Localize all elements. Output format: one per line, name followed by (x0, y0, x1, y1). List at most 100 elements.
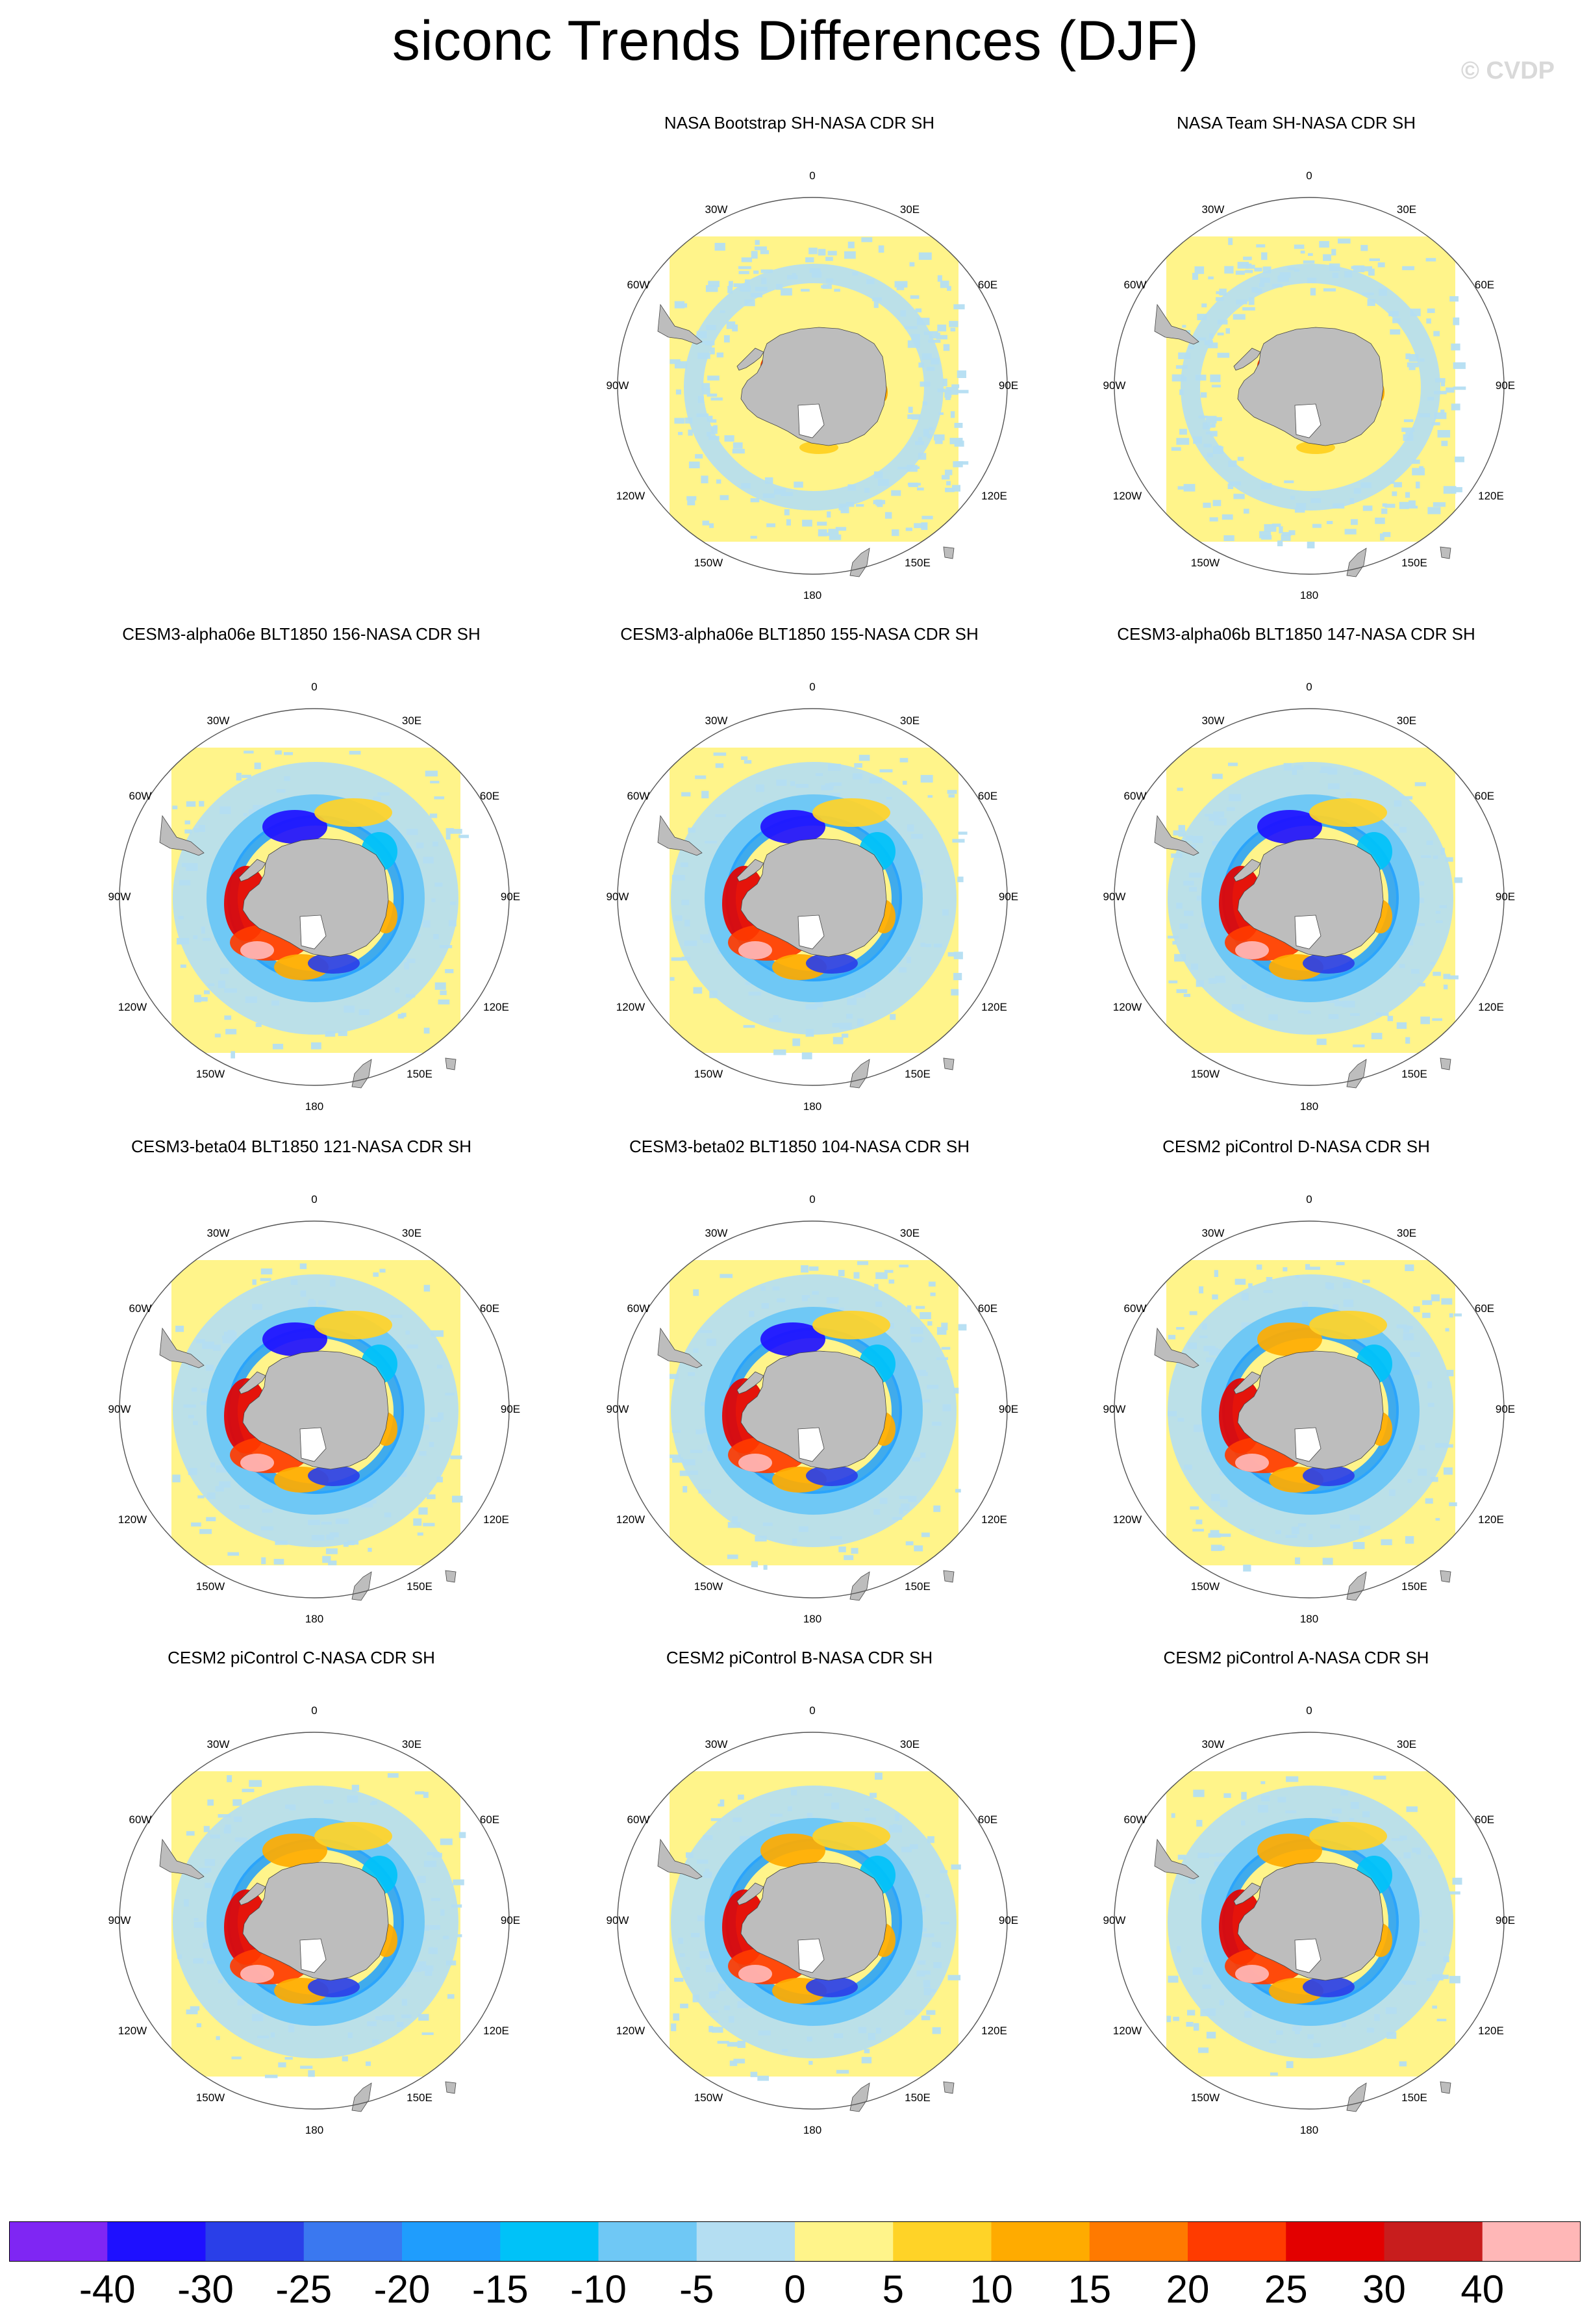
south-america-landmass (657, 303, 703, 345)
graticule-label: 150E (1401, 2091, 1427, 2104)
graticule-label: 90W (607, 890, 629, 903)
south-america-landmass (657, 815, 703, 856)
south-america-landmass (159, 1327, 205, 1369)
graticule-label: 120E (981, 1001, 1007, 1013)
graticule-label: 120E (1478, 2025, 1504, 2037)
anomaly-region (308, 1465, 360, 1486)
colorbar-bin (795, 2221, 894, 2262)
graticule-label: 120E (1478, 1001, 1504, 1013)
colorbar-tick-label: 20 (1166, 2267, 1210, 2311)
anomaly-region (812, 798, 890, 827)
map-boundary (1114, 1220, 1505, 1598)
graticule-label: 0 (809, 170, 815, 182)
graticule-label: 60E (480, 1302, 499, 1315)
graticule-label: 30W (705, 203, 728, 216)
anomaly-region (760, 1834, 825, 1867)
graticule-label: 180 (803, 1100, 821, 1113)
anomaly-region (314, 798, 392, 827)
polar-map: 0 180 30W 30E 60W 60E 90W 90E 120W 120E 150W 150E (1103, 1704, 1516, 2136)
graticule-label: 180 (305, 2124, 323, 2136)
graticule-label: 30E (1397, 1738, 1416, 1750)
antarctica-landmass (740, 1862, 887, 1981)
graticule-label: 180 (1300, 2124, 1318, 2136)
map-boundary (617, 197, 1008, 575)
polar-map: 0 180 30W 30E 60W 60E 90W 90E 120W 120E 150W 150E (108, 1193, 521, 1625)
graticule-label: 90W (607, 1403, 629, 1415)
anomaly-region (314, 1311, 392, 1339)
graticule-label: 150E (407, 1068, 432, 1080)
graticule-label: 120E (483, 1513, 509, 1526)
graticule-label: 30W (1202, 1227, 1225, 1239)
graticule-label: 60E (978, 1813, 997, 1826)
graticule-label: 60E (1475, 790, 1494, 802)
panel-title: NASA Team SH-NASA CDR SH (1177, 113, 1416, 133)
graticule-label: 150W (1191, 1068, 1220, 1080)
graticule-label: 120E (981, 2025, 1007, 2037)
new-zealand-landmass (1346, 2082, 1367, 2112)
graticule-label: 30W (705, 1227, 728, 1239)
anomaly-region (240, 1454, 274, 1472)
graticule-label: 90W (108, 890, 131, 903)
graticule-label: 60E (978, 790, 997, 802)
graticule-label: 30E (900, 714, 920, 727)
colorbar-tick-label: -40 (79, 2267, 136, 2311)
watermark: © CVDP (1460, 57, 1555, 84)
graticule-label: 0 (1306, 1704, 1312, 1717)
colorbar-bin (893, 2221, 992, 2262)
anomaly-region (1303, 1465, 1355, 1486)
graticule-label: 0 (1306, 681, 1312, 693)
graticule-label: 180 (803, 1613, 821, 1625)
graticule-label: 30E (1397, 203, 1416, 216)
anomaly-region (262, 1322, 327, 1356)
antarctica-landmass (740, 327, 887, 446)
graticule-label: 90E (501, 1403, 520, 1415)
anomaly-region (308, 1977, 360, 1997)
new-zealand-landmass (351, 1571, 372, 1601)
colorbar-bin (402, 2221, 501, 2262)
colorbar-tick-label: -15 (471, 2267, 529, 2311)
graticule-label: 120W (1113, 490, 1142, 502)
graticule-label: 150E (1401, 1580, 1427, 1593)
antarctica-landmass (242, 1350, 389, 1470)
graticule-label: 120W (118, 1001, 147, 1013)
graticule-label: 120W (616, 1001, 645, 1013)
anomaly-region (760, 810, 825, 844)
graticule-label: 180 (803, 2124, 821, 2136)
panel-title: NASA Bootstrap SH-NASA CDR SH (664, 113, 935, 133)
graticule-label: 60W (627, 1813, 650, 1826)
new-zealand-landmass (849, 2082, 870, 2112)
panel-title: CESM2 piControl B-NASA CDR SH (666, 1648, 933, 1667)
polar-map: 0 180 30W 30E 60W 60E 90W 90E 120W 120E 150W 150E (108, 1704, 521, 2136)
graticule-label: 30W (1202, 1738, 1225, 1750)
graticule-label: 90E (1496, 379, 1515, 392)
graticule-label: 180 (1300, 1613, 1318, 1625)
map-panel: CESM3-beta04 BLT1850 121-NASA CDR SH 0 180… (53, 1137, 550, 1637)
graticule-label: 30W (207, 714, 230, 727)
map-panel: CESM2 piControl A-NASA CDR SH 0 180 30W 30E 6… (1047, 1648, 1545, 2148)
graticule-label: 150W (1191, 557, 1220, 569)
map-panel: NASA Team SH-NASA CDR SH 0 180 30W 30E 60W 60E… (1047, 113, 1545, 613)
graticule-label: 60W (627, 790, 650, 802)
south-america-landmass (1154, 1838, 1199, 1880)
graticule-label: 30W (1202, 714, 1225, 727)
graticule-label: 0 (311, 681, 317, 693)
map-boundary (1114, 1732, 1505, 2110)
map-boundary (1114, 708, 1505, 1086)
graticule-label: 90W (108, 1914, 131, 1926)
graticule-label: 90E (1496, 1403, 1515, 1415)
graticule-label: 90E (1496, 890, 1515, 903)
panel-title: CESM3-beta02 BLT1850 104-NASA CDR SH (629, 1137, 970, 1156)
anomaly-region (738, 1454, 772, 1472)
anomaly-region (738, 1965, 772, 1983)
polar-map: 0 180 30W 30E 60W 60E 90W 90E 120W 120E 150W 150E (607, 1193, 1019, 1625)
graticule-label: 60W (1124, 279, 1147, 291)
graticule-label: 90E (501, 890, 520, 903)
graticule-label: 60W (129, 1813, 152, 1826)
map-boundary (119, 1220, 510, 1598)
graticule-label: 60E (1475, 1302, 1494, 1315)
graticule-label: 120W (1113, 2025, 1142, 2037)
map-panel: CESM2 piControl C-NASA CDR SH 0 180 30W 30E 6… (53, 1648, 550, 2148)
graticule-label: 60E (480, 790, 499, 802)
colorbar-tick-label: -5 (679, 2267, 714, 2311)
colorbar-tick-label: -10 (570, 2267, 627, 2311)
